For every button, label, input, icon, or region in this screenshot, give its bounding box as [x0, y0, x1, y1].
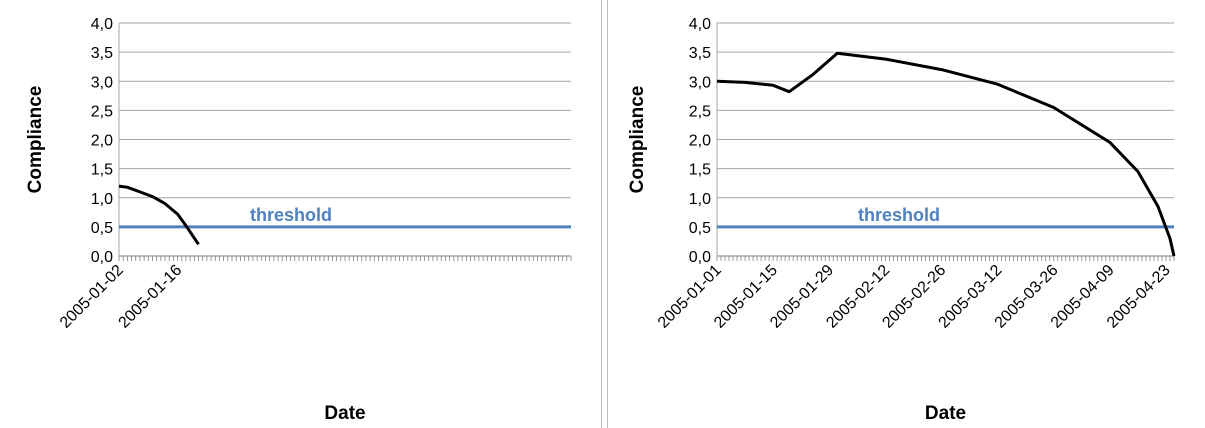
y-tick-label: 4,0 [689, 16, 711, 33]
threshold-group: threshold [717, 205, 1174, 229]
threshold-group: threshold [119, 205, 571, 229]
x-axis-title: Date [324, 403, 365, 424]
y-tick-label: 0,0 [689, 249, 711, 266]
y-tick-label: 1,0 [91, 191, 113, 208]
y-tick-label: 0,5 [91, 220, 113, 237]
y-tick-label: 2,0 [91, 133, 113, 150]
threshold-label: threshold [858, 205, 940, 225]
compliance-chart-left: 0,0 0,5 1,0 1,5 2,0 2,5 3,0 3,5 4,0 2005-01-0220… [25, 16, 572, 424]
y-tick-label: 4,0 [91, 16, 113, 33]
y-tick-label: 0,5 [689, 220, 711, 237]
y-tick-label: 3,5 [91, 45, 113, 62]
series-line [118, 184, 200, 246]
y-axis-title: Compliance [25, 86, 46, 194]
y-tick-label: 0,0 [91, 249, 113, 266]
y-tick-label: 3,0 [91, 74, 113, 91]
chart-panel-right: 0,0 0,5 1,0 1,5 2,0 2,5 3,0 3,5 4,0 2005-01-01 20… [607, 0, 1205, 428]
threshold-label: threshold [250, 205, 332, 225]
compliance-chart-right: 0,0 0,5 1,0 1,5 2,0 2,5 3,0 3,5 4,0 2005-01-0120… [627, 16, 1176, 424]
chart-panel-left: 0,0 0,5 1,0 1,5 2,0 2,5 3,0 3,5 4,0 2005-01-02 20… [0, 0, 602, 428]
y-tick-label: 3,0 [689, 74, 711, 91]
series-line [716, 51, 1176, 257]
x-tick-label: 2005-01-16 [116, 262, 186, 332]
y-tick-labels: 0,0 0,5 1,0 1,5 2,0 2,5 3,0 3,5 4,0 [689, 16, 711, 266]
y-axis-title: Compliance [627, 86, 648, 194]
series-group [716, 51, 1176, 257]
series-group [118, 184, 200, 246]
x-axis-title: Date [925, 403, 966, 424]
grid-lines [118, 22, 571, 256]
y-tick-label: 3,5 [689, 45, 711, 62]
y-tick-labels: 0,0 0,5 1,0 1,5 2,0 2,5 3,0 3,5 4,0 [91, 16, 113, 266]
x-tick-labels: 2005-01-012005-01-152005-01-292005-02-12… [655, 262, 1174, 332]
x-axis [118, 255, 572, 261]
y-tick-label: 1,5 [91, 162, 113, 179]
y-tick-label: 2,5 [689, 103, 711, 120]
y-tick-label: 1,0 [689, 191, 711, 208]
x-axis [716, 255, 1175, 261]
y-tick-label: 2,5 [91, 103, 113, 120]
y-tick-label: 1,5 [689, 162, 711, 179]
y-tick-label: 2,0 [689, 133, 711, 150]
